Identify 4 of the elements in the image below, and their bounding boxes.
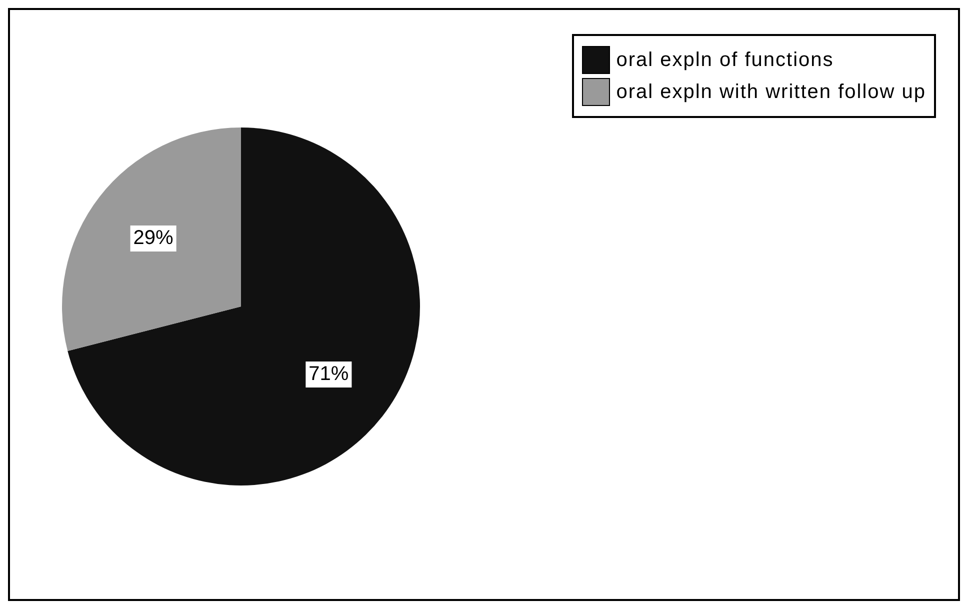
data-label: 71% (308, 363, 349, 386)
data-label: 29% (133, 226, 174, 249)
legend-label: oral expln of functions (616, 48, 834, 72)
legend-label: oral expln with written follow up (616, 80, 926, 104)
